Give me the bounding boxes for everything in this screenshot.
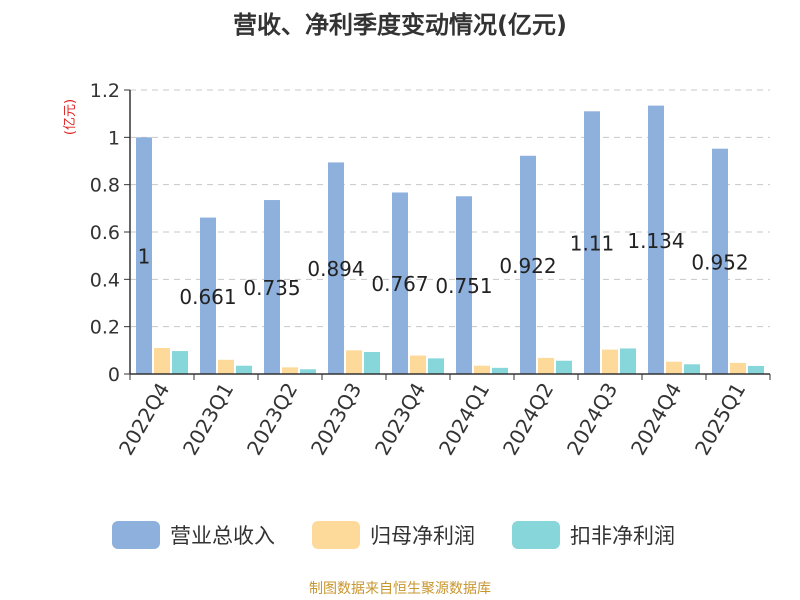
- bar-series3: [492, 367, 508, 374]
- bar-series2: [602, 349, 618, 374]
- bar-series2: [538, 357, 554, 374]
- bar-series3: [556, 360, 572, 374]
- bar-series1: [392, 192, 408, 374]
- x-tick-label: 2024Q1: [434, 379, 494, 460]
- y-tick-label: 0.6: [90, 222, 120, 244]
- bar-series2: [410, 355, 426, 374]
- y-axis-label: (亿元): [63, 99, 78, 135]
- y-tick-label: 0.4: [90, 269, 120, 291]
- bar-series1: [584, 111, 600, 375]
- x-tick-label: 2024Q4: [626, 379, 686, 460]
- bar-series1: [456, 196, 472, 374]
- bar-series3: [620, 348, 636, 374]
- legend: 营业总收入 归母净利润 扣非净利润: [112, 521, 675, 549]
- legend-label-series1: 营业总收入: [170, 524, 275, 548]
- bar-series2: [282, 367, 298, 374]
- y-tick-label: 1.2: [90, 80, 120, 102]
- bar-series3: [172, 351, 188, 374]
- y-tick-label: 0.8: [90, 175, 120, 197]
- legend-swatch-series2: [312, 521, 360, 549]
- chart-title: 营收、净利季度变动情况(亿元): [233, 11, 567, 39]
- y-tick-label: 1: [108, 127, 120, 149]
- y-tick-label: 0: [108, 364, 120, 386]
- source-footer: 制图数据来自恒生聚源数据库: [309, 581, 491, 597]
- bar-series1: [264, 200, 280, 374]
- bar-series3: [684, 364, 700, 374]
- x-tick-label: 2023Q3: [306, 379, 366, 460]
- data-label: 0.661: [179, 285, 236, 309]
- bars-group: [136, 105, 764, 375]
- bar-series3: [236, 365, 252, 374]
- x-tick-label: 2025Q1: [690, 379, 750, 460]
- bar-series2: [218, 359, 234, 374]
- data-label: 0.735: [243, 276, 300, 300]
- y-tick-label: 0.2: [90, 317, 120, 339]
- data-labels: 1 0.661 0.735 0.894 0.767 0.751 0.922 1.11 1.134…: [138, 229, 749, 309]
- bar-series1: [520, 155, 536, 374]
- y-tick-labels: 0 0.2 0.4 0.6 0.8 1 1.2: [90, 80, 120, 386]
- x-tick-label: 2024Q2: [498, 379, 558, 460]
- bar-series1: [136, 137, 152, 374]
- bar-series1: [648, 105, 664, 375]
- x-tick-label: 2023Q1: [178, 379, 238, 460]
- bar-series3: [748, 365, 764, 374]
- x-tick-label: 2023Q4: [370, 379, 430, 460]
- bar-series3: [300, 369, 316, 374]
- bar-series1: [712, 148, 728, 374]
- x-tick-label: 2022Q4: [114, 379, 174, 460]
- data-label: 0.767: [371, 272, 428, 296]
- x-tick-label: 2023Q2: [242, 379, 302, 460]
- x-tick-label: 2024Q3: [562, 379, 622, 460]
- data-label: 1.11: [570, 232, 615, 256]
- bar-series1: [328, 162, 344, 374]
- legend-swatch-series1: [112, 521, 160, 549]
- data-label: 1.134: [627, 229, 684, 253]
- bar-series2: [666, 361, 682, 374]
- data-label: 0.952: [691, 250, 748, 274]
- x-tick-labels: 2022Q4 2023Q1 2023Q2 2023Q3 2023Q4 2024Q1 2024…: [114, 379, 750, 460]
- legend-label-series3: 扣非净利润: [570, 524, 675, 548]
- legend-swatch-series3: [512, 521, 560, 549]
- data-label: 0.922: [499, 254, 556, 278]
- axes: [129, 90, 771, 380]
- data-label: 0.894: [307, 257, 364, 281]
- bar-series2: [346, 350, 362, 374]
- data-label: 0.751: [435, 274, 492, 298]
- bar-series2: [474, 365, 490, 374]
- legend-label-series2: 归母净利润: [370, 524, 475, 548]
- bar-series2: [154, 347, 170, 374]
- data-label: 1: [138, 245, 151, 269]
- bar-series2: [730, 362, 746, 374]
- bar-series1: [200, 217, 216, 374]
- bar-series3: [428, 358, 444, 374]
- bar-series3: [364, 351, 380, 374]
